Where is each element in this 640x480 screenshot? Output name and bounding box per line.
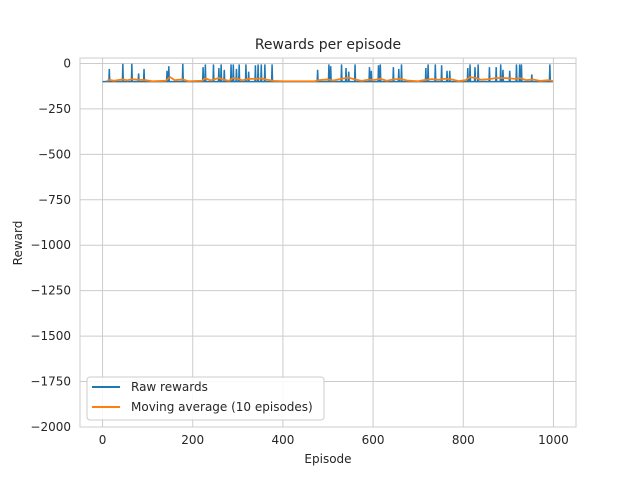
y-tick-label: −1750 <box>30 375 71 389</box>
y-tick-label: 0 <box>63 56 71 70</box>
y-tick-label: −750 <box>38 193 71 207</box>
tick-labels: 0 200 400 600 800 1000 0 −250 −500 −750 −1000 −1250… <box>30 56 568 447</box>
legend-label-moving-average: Moving average (10 episodes) <box>131 400 313 414</box>
plot-frame <box>79 57 577 428</box>
x-tick-label: 800 <box>452 433 475 447</box>
y-tick-label: −1250 <box>30 284 71 298</box>
series-line-moving-average <box>106 76 554 83</box>
y-tick-label: −2000 <box>30 420 71 434</box>
series-layer <box>102 63 554 83</box>
x-tick-label: 600 <box>362 433 385 447</box>
x-tick-label: 0 <box>99 433 107 447</box>
chart-title: Rewards per episode <box>255 37 401 53</box>
x-tick-label: 200 <box>181 433 204 447</box>
x-tick-label: 400 <box>271 433 294 447</box>
y-tick-label: −1500 <box>30 329 71 343</box>
y-tick-label: −500 <box>38 147 71 161</box>
x-axis-label: Episode <box>304 452 351 466</box>
x-tick-label: 1000 <box>538 433 569 447</box>
y-axis-label: Reward <box>11 221 25 266</box>
series-line-raw-rewards <box>102 63 553 83</box>
y-tick-label: −250 <box>38 102 71 116</box>
legend-label-raw: Raw rewards <box>131 380 208 394</box>
legend: Raw rewards Moving average (10 episodes) <box>86 376 325 421</box>
legend-box <box>86 376 325 421</box>
y-tick-label: −1000 <box>30 238 71 252</box>
